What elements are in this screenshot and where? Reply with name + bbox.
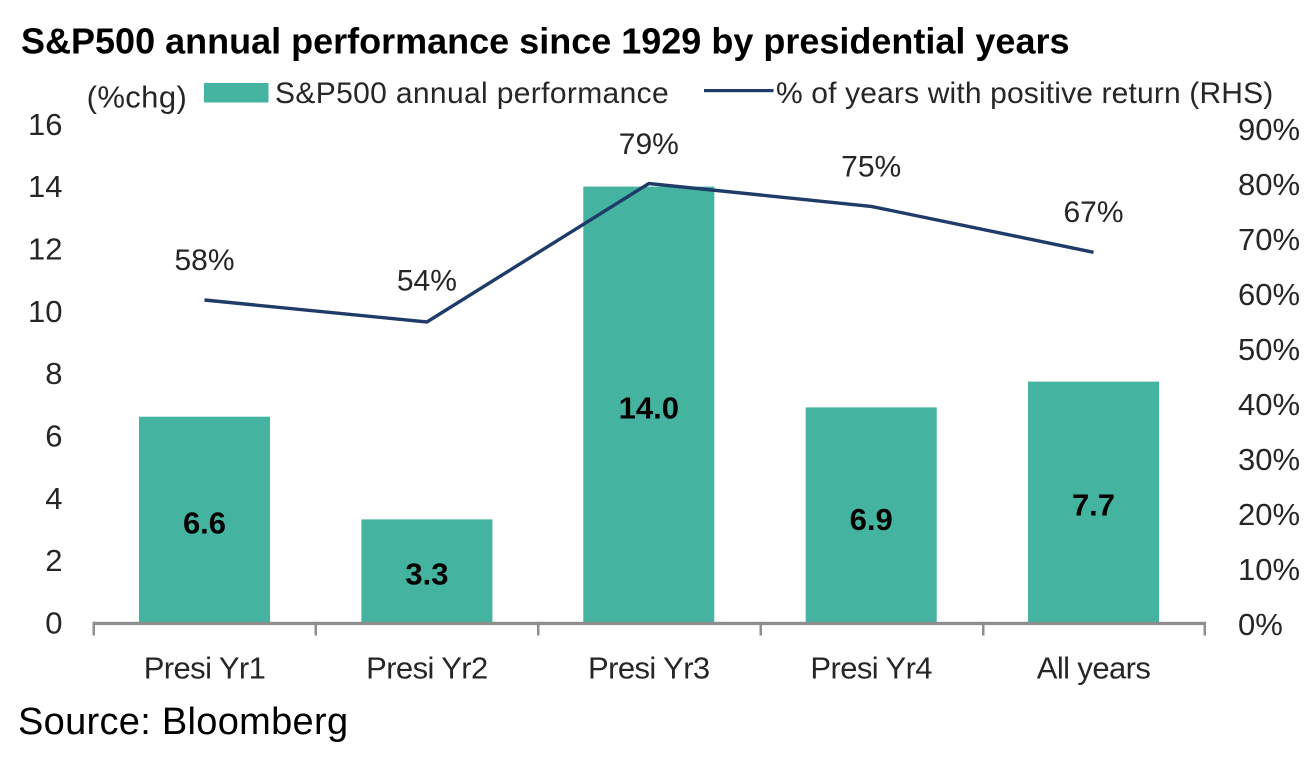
svg-text:Presi Yr1: Presi Yr1 [144, 651, 266, 686]
svg-text:Presi Yr2: Presi Yr2 [366, 651, 488, 686]
svg-text:6.9: 6.9 [850, 502, 893, 537]
svg-text:50%: 50% [1238, 332, 1300, 367]
svg-text:90%: 90% [1238, 112, 1300, 147]
svg-text:Source: Bloomberg: Source: Bloomberg [18, 701, 348, 743]
svg-text:0: 0 [45, 606, 62, 641]
svg-text:3.3: 3.3 [405, 557, 448, 592]
svg-text:70%: 70% [1238, 222, 1300, 257]
svg-text:2: 2 [45, 543, 62, 578]
svg-text:S&P500 annual performance: S&P500 annual performance [275, 77, 669, 110]
svg-text:6: 6 [45, 419, 62, 454]
svg-text:0%: 0% [1238, 607, 1283, 642]
svg-text:58%: 58% [174, 244, 234, 277]
svg-text:80%: 80% [1238, 167, 1300, 202]
svg-text:6.6: 6.6 [183, 506, 226, 541]
svg-text:30%: 30% [1238, 442, 1300, 477]
svg-text:10%: 10% [1238, 552, 1300, 587]
svg-text:8: 8 [45, 356, 62, 391]
svg-text:% of years with positive retur: % of years with positive return (RHS) [776, 77, 1273, 110]
svg-text:14: 14 [28, 169, 62, 204]
svg-text:75%: 75% [841, 151, 901, 184]
svg-text:79%: 79% [619, 128, 679, 161]
svg-text:40%: 40% [1238, 387, 1300, 422]
svg-text:Presi Yr4: Presi Yr4 [810, 651, 932, 686]
svg-text:60%: 60% [1238, 277, 1300, 312]
svg-text:All years: All years [1037, 651, 1151, 686]
svg-text:S&P500 annual performance sinc: S&P500 annual performance since 1929 by … [21, 21, 1070, 62]
svg-text:20%: 20% [1238, 497, 1300, 532]
svg-text:16: 16 [28, 107, 62, 142]
svg-text:10: 10 [28, 294, 62, 329]
svg-text:67%: 67% [1063, 196, 1123, 229]
svg-text:12: 12 [28, 232, 62, 267]
svg-text:4: 4 [45, 481, 62, 516]
svg-text:14.0: 14.0 [619, 391, 679, 426]
svg-text:7.7: 7.7 [1072, 488, 1115, 523]
svg-text:54%: 54% [397, 265, 457, 298]
svg-text:Presi Yr3: Presi Yr3 [588, 651, 710, 686]
svg-text:(%chg): (%chg) [87, 80, 188, 115]
